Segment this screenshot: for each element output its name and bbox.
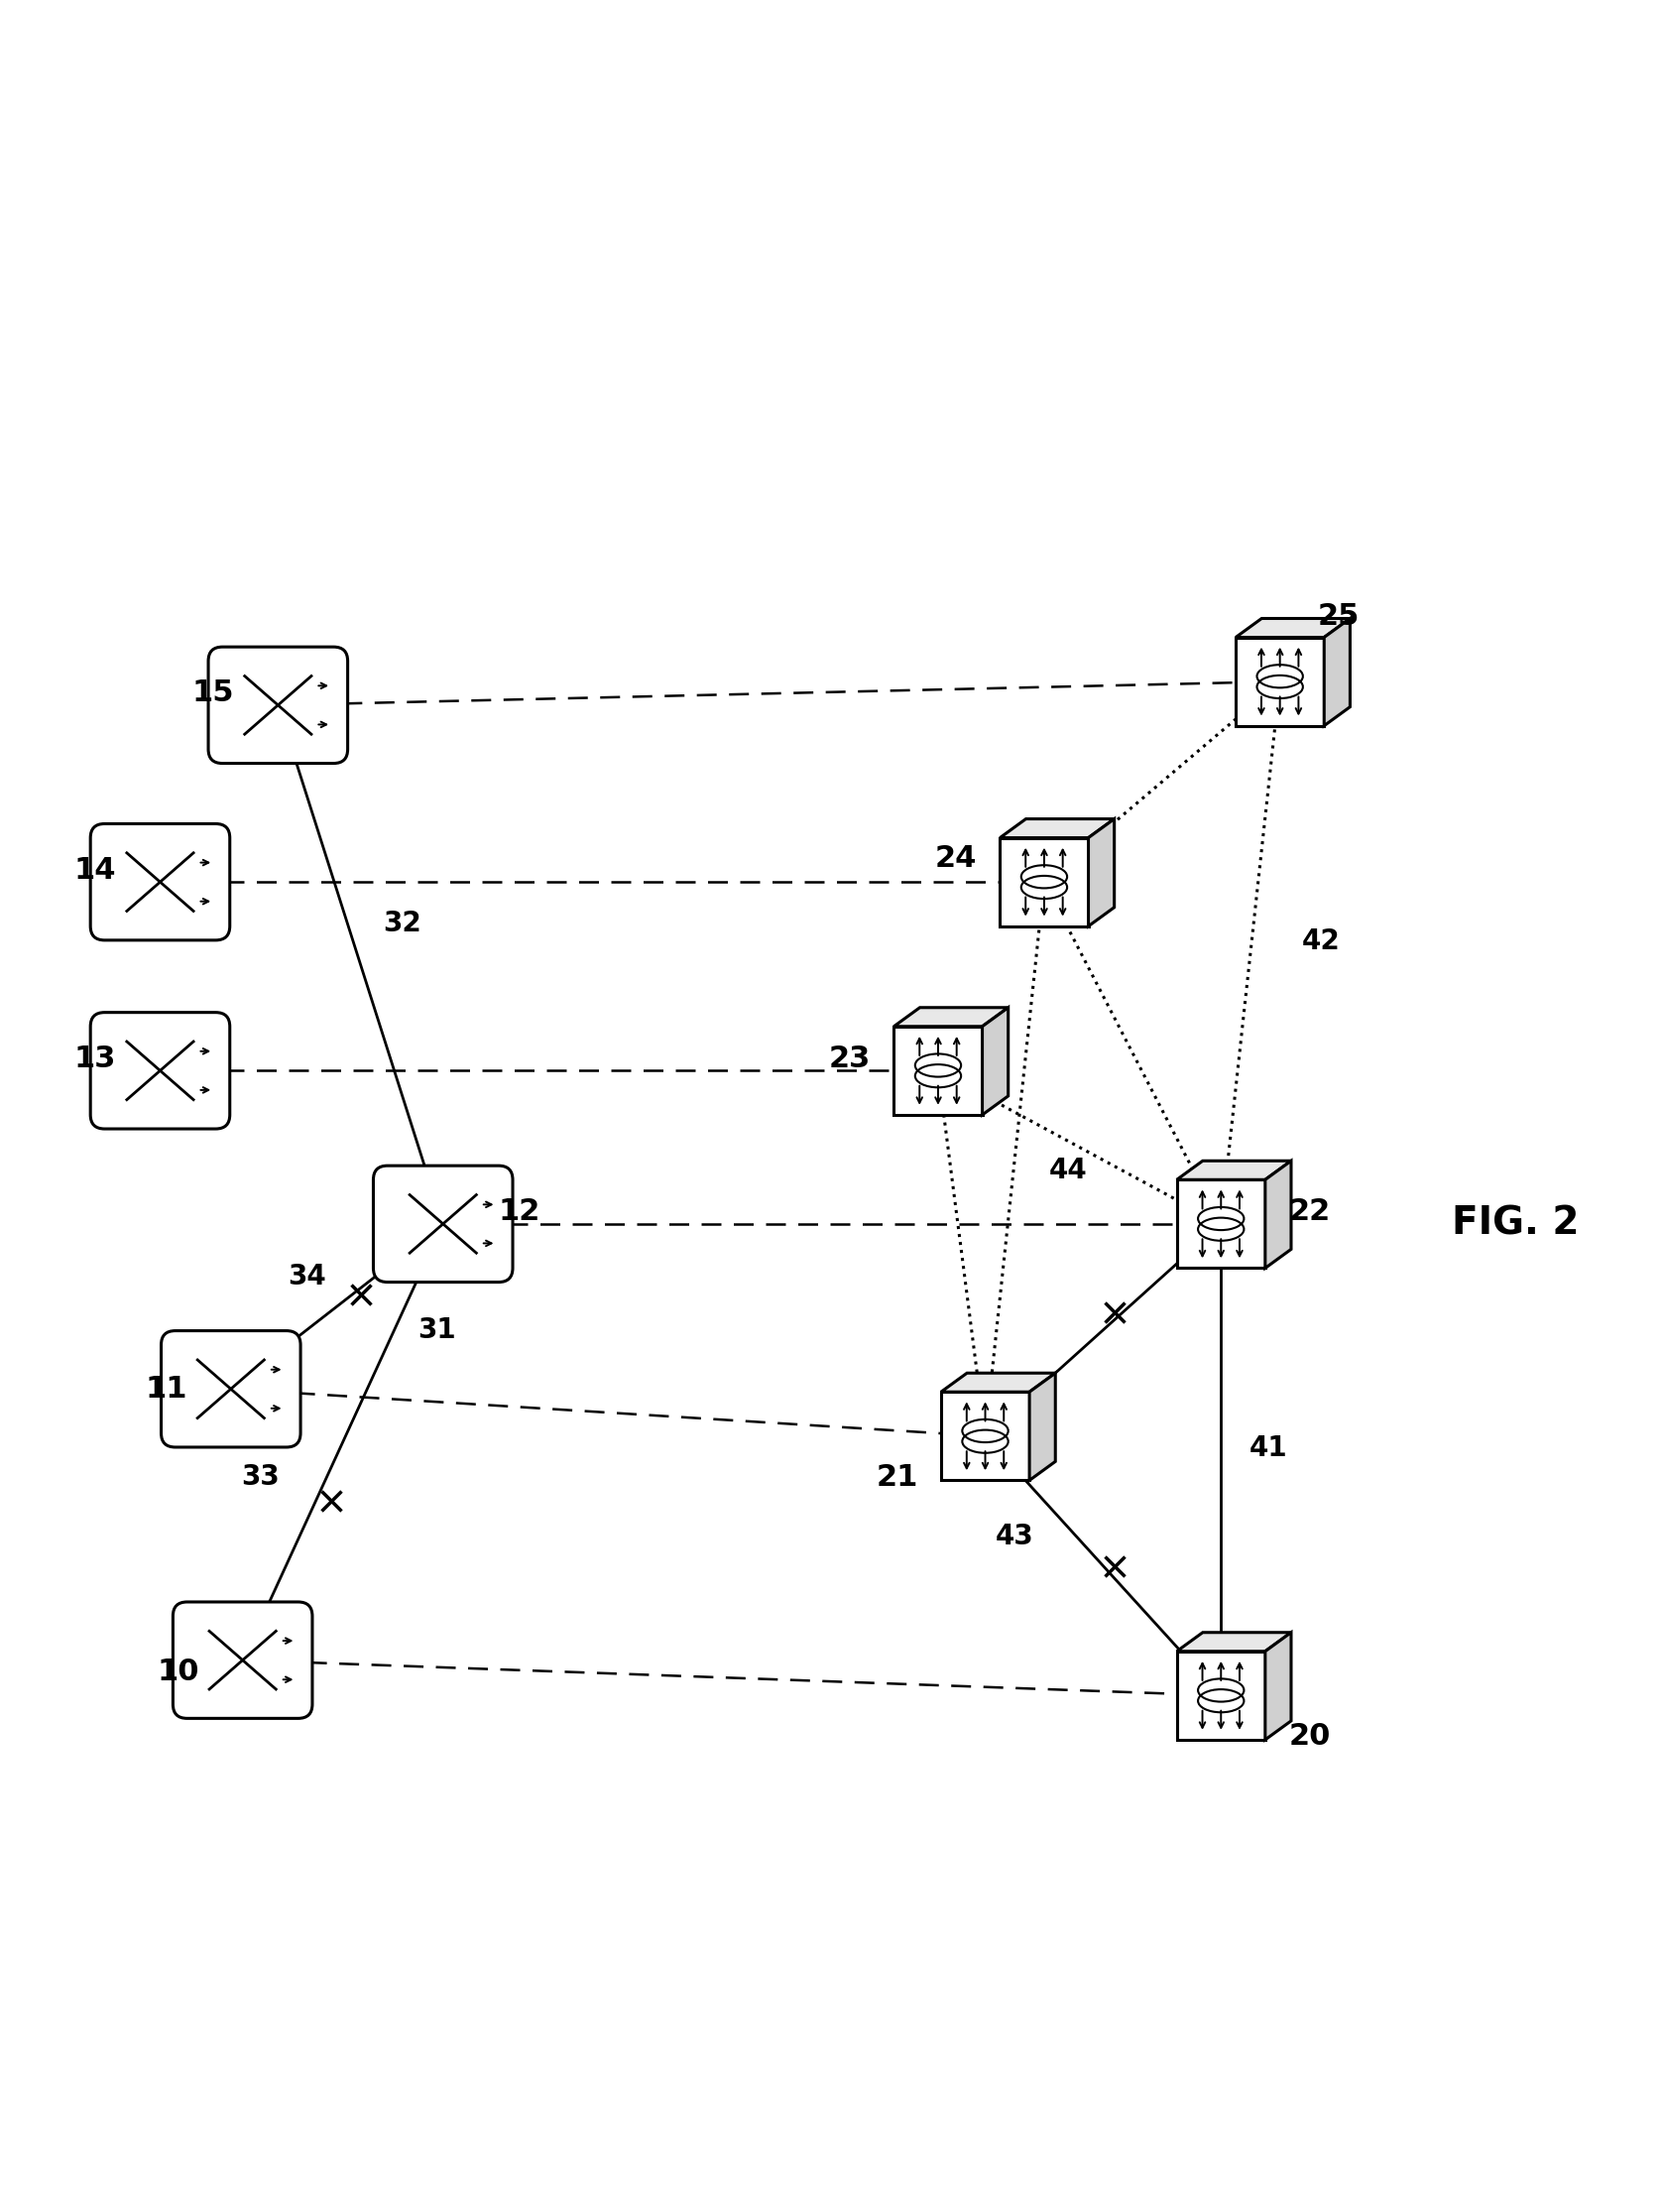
Text: 31: 31 [418, 1316, 456, 1345]
Polygon shape [1176, 1161, 1291, 1179]
FancyBboxPatch shape [173, 1601, 313, 1719]
FancyBboxPatch shape [373, 1166, 513, 1283]
FancyBboxPatch shape [90, 823, 230, 940]
Text: 44: 44 [1048, 1157, 1087, 1186]
Text: 25: 25 [1318, 602, 1359, 630]
Polygon shape [1000, 838, 1088, 927]
Text: 33: 33 [241, 1464, 280, 1491]
Polygon shape [1265, 1161, 1291, 1267]
Text: 43: 43 [995, 1522, 1033, 1551]
Polygon shape [1000, 818, 1115, 838]
FancyBboxPatch shape [208, 646, 348, 763]
Polygon shape [1176, 1179, 1265, 1267]
Text: 41: 41 [1250, 1433, 1288, 1462]
Polygon shape [894, 1026, 982, 1115]
Polygon shape [1176, 1652, 1265, 1741]
Text: 20: 20 [1288, 1723, 1331, 1752]
Polygon shape [942, 1374, 1055, 1391]
Polygon shape [1236, 637, 1325, 726]
Text: 11: 11 [145, 1374, 186, 1402]
Text: 22: 22 [1288, 1197, 1330, 1225]
Polygon shape [1236, 619, 1350, 637]
Text: 23: 23 [829, 1044, 870, 1073]
Polygon shape [1088, 818, 1115, 927]
Text: 21: 21 [875, 1462, 919, 1491]
Text: 42: 42 [1301, 927, 1341, 956]
Polygon shape [1030, 1374, 1055, 1480]
Text: 15: 15 [191, 679, 235, 708]
Polygon shape [1265, 1632, 1291, 1741]
Polygon shape [982, 1006, 1008, 1115]
Text: 32: 32 [383, 909, 421, 938]
Text: 24: 24 [935, 845, 977, 874]
Text: 10: 10 [156, 1657, 200, 1686]
FancyBboxPatch shape [90, 1013, 230, 1128]
Polygon shape [894, 1006, 1008, 1026]
Text: 14: 14 [75, 856, 116, 885]
Polygon shape [942, 1391, 1030, 1480]
FancyBboxPatch shape [161, 1332, 301, 1447]
Text: 13: 13 [75, 1044, 116, 1073]
Polygon shape [1176, 1632, 1291, 1652]
Polygon shape [1325, 619, 1350, 726]
Text: 12: 12 [499, 1197, 541, 1225]
Text: FIG. 2: FIG. 2 [1453, 1206, 1579, 1243]
Text: 34: 34 [288, 1263, 326, 1292]
